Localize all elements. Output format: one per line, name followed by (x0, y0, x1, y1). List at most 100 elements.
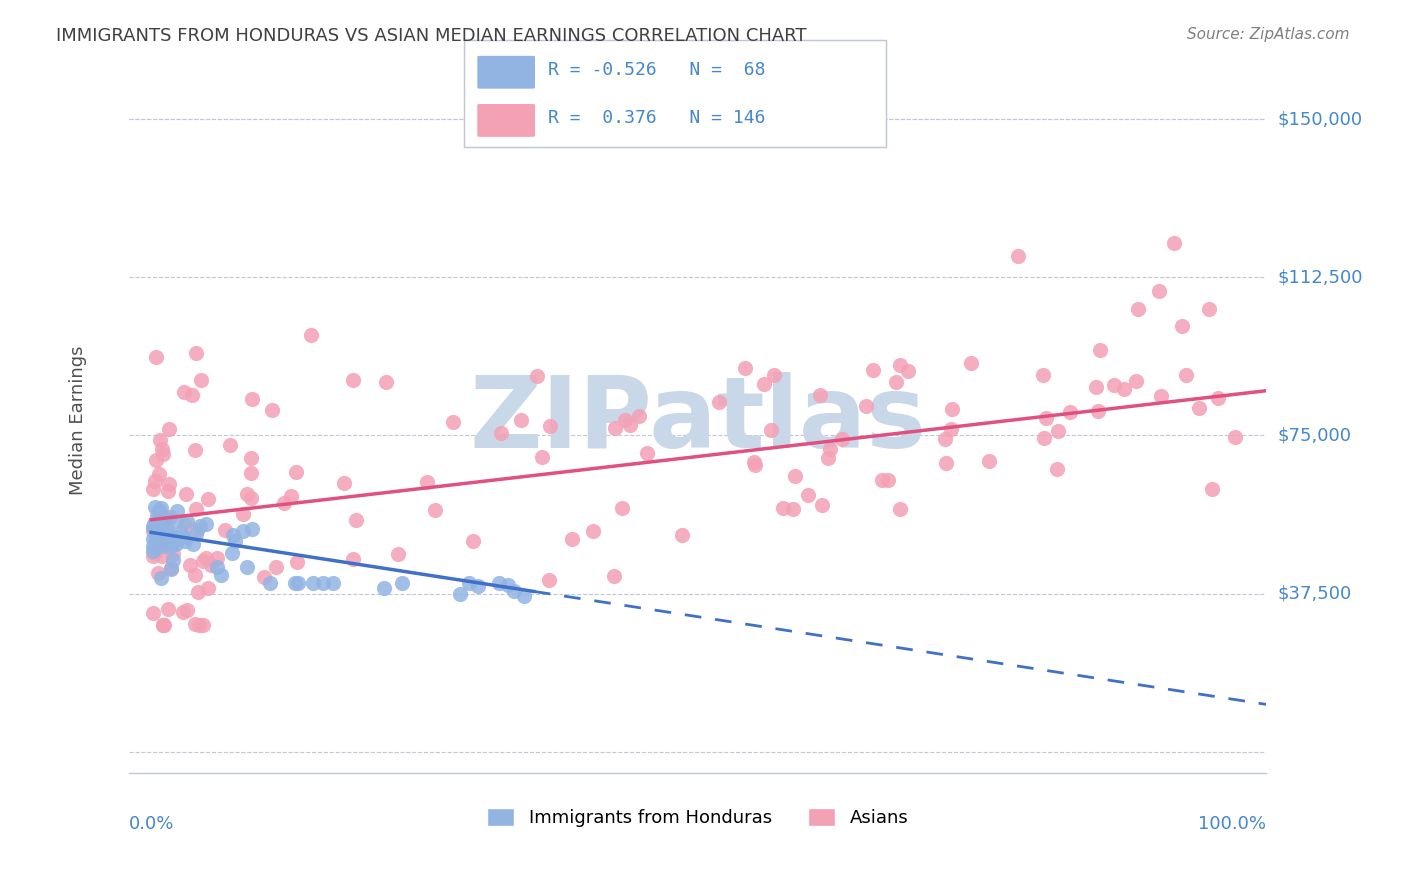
Point (145, 531, 167, 545)
Point (374, 376, 396, 390)
Point (941, 421, 963, 435)
Point (1175, 368, 1198, 383)
Point (373, 581, 395, 595)
Point (162, 547, 184, 561)
Point (149, 571, 172, 585)
Point (236, 560, 259, 574)
Point (979, 454, 1001, 468)
Point (423, 503, 446, 517)
Point (253, 570, 276, 584)
Point (143, 538, 166, 552)
Text: $37,500: $37,500 (1278, 584, 1353, 602)
Point (1112, 382, 1135, 396)
Point (797, 488, 820, 502)
Point (157, 483, 180, 498)
Point (752, 376, 775, 391)
Point (143, 500, 166, 514)
Point (1035, 410, 1057, 425)
Point (188, 519, 211, 533)
Point (239, 491, 262, 506)
Point (1102, 377, 1125, 392)
Point (458, 576, 481, 591)
Point (221, 546, 243, 560)
Point (449, 586, 471, 600)
Point (628, 409, 651, 423)
Point (1188, 401, 1211, 416)
Point (772, 500, 794, 515)
Point (143, 541, 166, 556)
Point (145, 509, 167, 524)
Text: Median Earnings: Median Earnings (69, 346, 87, 495)
Point (148, 503, 170, 517)
Point (145, 351, 167, 365)
Point (145, 453, 167, 467)
Point (157, 422, 180, 436)
Point (222, 528, 245, 542)
Point (603, 569, 626, 583)
Point (1125, 374, 1147, 388)
Point (342, 552, 364, 566)
Point (157, 477, 180, 491)
Point (489, 425, 512, 440)
Point (150, 521, 173, 535)
Point (186, 346, 208, 360)
Point (142, 540, 165, 554)
Point (934, 432, 956, 446)
Point (181, 537, 204, 551)
Point (187, 585, 209, 599)
Point (184, 567, 207, 582)
Point (1085, 380, 1108, 394)
Point (734, 360, 756, 375)
Point (165, 533, 187, 547)
Point (273, 496, 295, 510)
Point (1201, 482, 1223, 496)
Point (176, 603, 198, 617)
Point (146, 566, 169, 580)
Point (219, 438, 242, 452)
Point (145, 541, 167, 555)
Point (186, 523, 208, 537)
Point (179, 558, 201, 572)
Point (1171, 319, 1194, 334)
Point (1150, 388, 1173, 402)
Text: Source: ZipAtlas.com: Source: ZipAtlas.com (1187, 27, 1350, 42)
Point (172, 605, 194, 619)
Text: R =  0.376   N = 146: R = 0.376 N = 146 (548, 110, 766, 128)
Point (935, 457, 957, 471)
Point (312, 576, 335, 591)
Point (160, 540, 183, 554)
Point (759, 423, 782, 437)
Point (156, 511, 179, 525)
Point (153, 618, 176, 632)
Point (232, 524, 254, 538)
Point (742, 455, 765, 469)
Text: $150,000: $150,000 (1278, 110, 1362, 128)
Point (142, 519, 165, 533)
Point (1007, 249, 1029, 263)
Point (538, 419, 561, 434)
Point (190, 373, 212, 387)
Point (582, 524, 605, 539)
Point (224, 533, 246, 548)
Point (159, 533, 181, 548)
FancyBboxPatch shape (477, 103, 536, 137)
Point (287, 576, 309, 591)
Point (146, 524, 169, 539)
Point (284, 576, 307, 591)
Point (174, 487, 197, 501)
Point (191, 618, 214, 632)
Point (205, 560, 228, 574)
Point (322, 576, 344, 591)
Point (240, 392, 263, 406)
Point (612, 500, 634, 515)
Point (284, 466, 307, 480)
Point (165, 537, 187, 551)
Text: IMMIGRANTS FROM HONDURAS VS ASIAN MEDIAN EARNINGS CORRELATION CHART: IMMIGRANTS FROM HONDURAS VS ASIAN MEDIAN… (56, 27, 807, 45)
Point (160, 533, 183, 547)
Point (818, 442, 841, 457)
Point (150, 442, 173, 456)
Point (1198, 302, 1220, 317)
Point (214, 524, 236, 538)
Point (153, 539, 176, 553)
Point (181, 387, 204, 401)
